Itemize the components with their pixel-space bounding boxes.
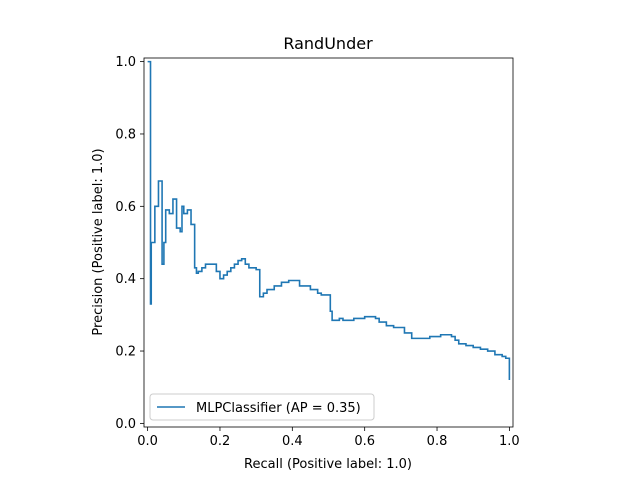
y-axis-label: Precision (Positive label: 1.0) — [91, 148, 106, 335]
y-tick-label: 0.0 — [115, 417, 136, 432]
legend-box — [149, 393, 375, 421]
y-tick-label: 0.4 — [115, 272, 136, 287]
axes-background — [144, 58, 513, 427]
y-tick-label: 0.6 — [115, 200, 136, 215]
x-axis-ticks: 0.0 0.2 0.4 0.6 0.8 1.0 — [137, 427, 520, 449]
legend-entry-label: MLPClassifier (AP = 0.35) — [196, 401, 361, 416]
series-line-0 — [147, 60, 511, 380]
series-layer — [147, 60, 511, 380]
axes-frame — [143, 57, 514, 428]
y-tick-label: 1.0 — [115, 55, 136, 70]
y-axis-ticks: 0.0 0.2 0.4 0.6 0.8 1.0 — [115, 55, 144, 432]
x-tick-label: 0.8 — [427, 434, 448, 449]
x-tick-label: 1.0 — [499, 434, 520, 449]
x-tick-label: 0.6 — [354, 434, 375, 449]
y-tick-label: 0.8 — [115, 127, 136, 142]
plot-area — [143, 57, 514, 428]
x-tick-label: 0.0 — [137, 434, 158, 449]
x-axis-label: Recall (Positive label: 1.0) — [244, 457, 412, 472]
legend: MLPClassifier (AP = 0.35) — [149, 393, 375, 421]
x-tick-label: 0.4 — [282, 434, 303, 449]
chart-title: RandUnder — [283, 34, 373, 53]
y-tick-label: 0.2 — [115, 345, 136, 360]
x-tick-label: 0.2 — [210, 434, 231, 449]
